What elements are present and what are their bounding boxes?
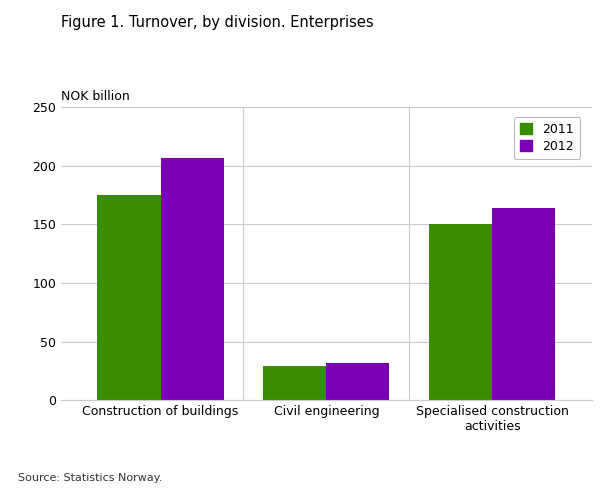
Text: NOK billion: NOK billion bbox=[61, 90, 130, 103]
Bar bbox=[429, 224, 492, 400]
Bar bbox=[492, 208, 555, 400]
Bar bbox=[98, 195, 160, 400]
Text: Source: Statistics Norway.: Source: Statistics Norway. bbox=[18, 473, 163, 483]
Bar bbox=[264, 366, 326, 400]
Bar bbox=[326, 363, 389, 400]
Legend: 2011, 2012: 2011, 2012 bbox=[514, 117, 580, 159]
Bar bbox=[160, 158, 223, 400]
Text: Figure 1. Turnover, by division. Enterprises: Figure 1. Turnover, by division. Enterpr… bbox=[61, 15, 373, 30]
